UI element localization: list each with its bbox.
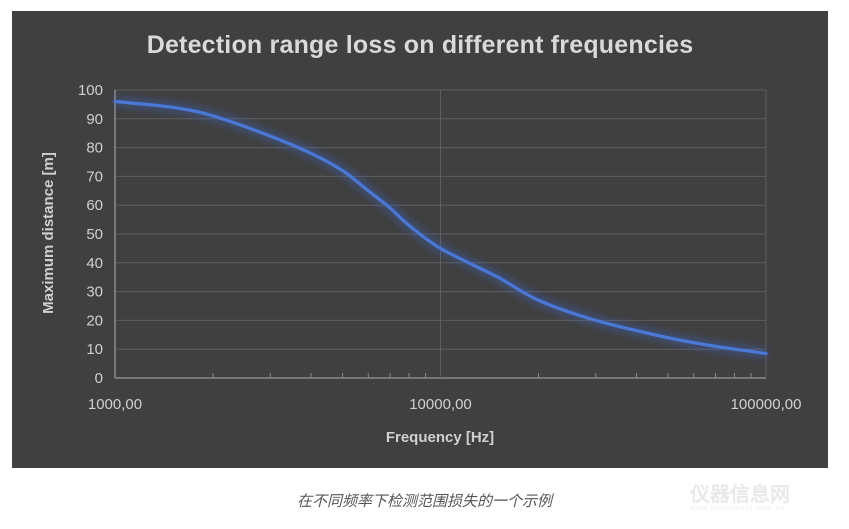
chart-panel: Detection range loss on different freque… (12, 11, 828, 468)
y-tick-labels: 0 10 20 30 40 50 60 70 80 90 100 (78, 82, 103, 387)
watermark-url: www.instrument.com.cn (690, 505, 785, 512)
y-tick-label: 80 (86, 140, 103, 157)
y-tick-label: 60 (86, 197, 103, 214)
y-tick-label: 70 (86, 168, 103, 185)
figure-caption: 在不同频率下检测范围损失的一个示例 (296, 493, 552, 510)
y-tick-label: 40 (86, 255, 103, 272)
x-tick-label: 10000,00 (409, 396, 472, 413)
watermark-text: 仪器信息网 (690, 484, 790, 506)
y-tick-label: 20 (86, 312, 103, 329)
y-tick-label: 30 (86, 284, 103, 301)
x-tick-label: 100000,00 (731, 396, 802, 413)
axis-ticks (212, 373, 752, 378)
x-axis-title: Frequency [Hz] (386, 429, 494, 446)
data-line (113, 99, 768, 356)
y-tick-label: 90 (86, 111, 103, 128)
x-tick-label: 1000,00 (88, 396, 142, 413)
x-tick-labels: 1000,00 10000,00 100000,00 (88, 396, 802, 413)
y-axis-title: Maximum distance [m] (40, 152, 57, 314)
grid-lines (114, 89, 767, 379)
y-tick-label: 100 (78, 82, 103, 99)
watermark: 仪器信息网 www.instrument.com.cn (690, 478, 840, 518)
chart-title: Detection range loss on different freque… (146, 31, 694, 59)
y-tick-label: 0 (95, 370, 103, 387)
y-tick-label: 10 (86, 341, 103, 358)
y-tick-label: 50 (86, 226, 103, 243)
